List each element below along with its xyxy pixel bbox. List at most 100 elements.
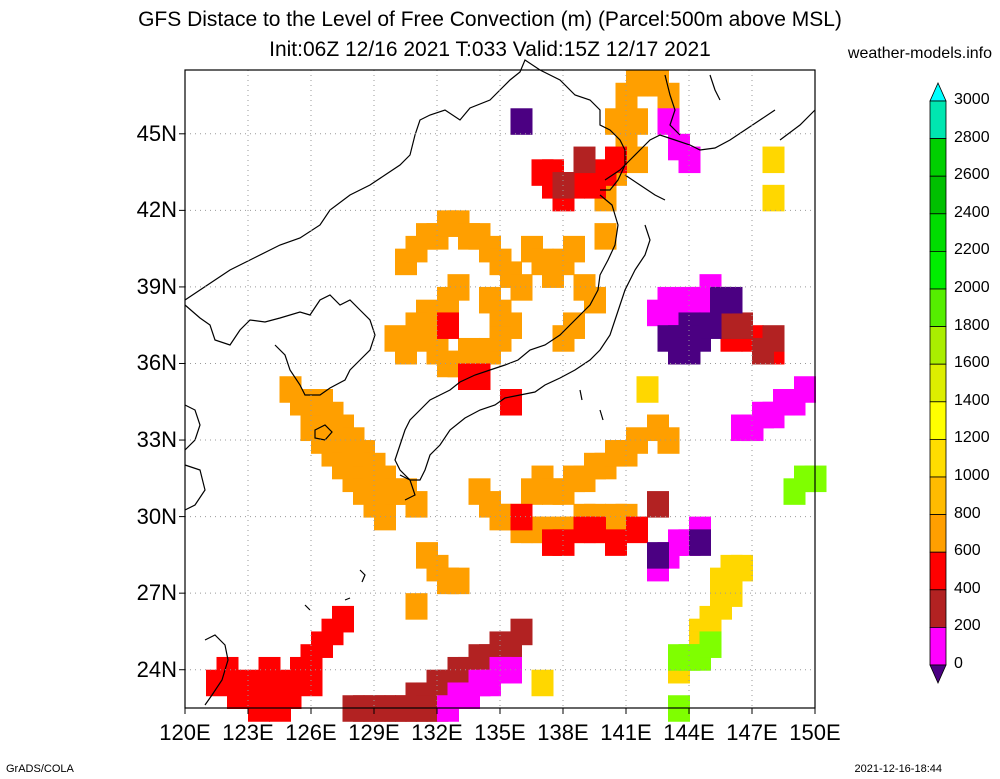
field-cell bbox=[762, 146, 785, 174]
field-cell bbox=[384, 478, 407, 505]
colorbar-bottom-arrow bbox=[929, 664, 947, 684]
lat-label: 45N bbox=[136, 120, 177, 146]
colorbar-swatch bbox=[929, 138, 947, 177]
colorbar-swatch bbox=[929, 476, 947, 515]
field-cell bbox=[636, 376, 659, 403]
lon-label: 123E bbox=[222, 720, 274, 745]
field-cell bbox=[531, 669, 554, 697]
colorbar-top-arrow bbox=[929, 82, 947, 102]
colorbar-swatch bbox=[929, 175, 947, 215]
footer-timestamp: 2021-12-16-18:44 bbox=[854, 763, 942, 775]
colorbar-label: 2400 bbox=[954, 203, 990, 221]
graticule bbox=[185, 70, 815, 708]
colorbar-swatch bbox=[929, 363, 947, 403]
colorbar-label: 600 bbox=[954, 542, 981, 560]
lon-label: 129E bbox=[348, 720, 400, 745]
field-cell bbox=[405, 491, 428, 518]
field-region-purple-patches bbox=[510, 108, 743, 569]
field-cell bbox=[762, 184, 785, 212]
field-cell bbox=[552, 325, 575, 352]
colorbar-swatch bbox=[929, 100, 947, 139]
field-cell bbox=[395, 337, 417, 365]
field-cell bbox=[699, 631, 722, 658]
field-cell bbox=[437, 312, 459, 339]
colorbar-label: 1600 bbox=[954, 354, 990, 372]
lat-label: 27N bbox=[136, 580, 177, 606]
field-region-kyushu-southwest bbox=[279, 376, 428, 531]
lon-label: 150E bbox=[789, 720, 841, 745]
lat-label: 30N bbox=[136, 503, 177, 529]
field-cell bbox=[332, 605, 354, 633]
lon-label: 144E bbox=[663, 720, 715, 745]
field-cell bbox=[510, 108, 533, 135]
colorbar-label: 0 bbox=[954, 655, 963, 672]
chart-title: GFS Distace to the Level of Free Convect… bbox=[138, 8, 842, 31]
field-cell bbox=[689, 529, 711, 556]
field-region-ryukyu-yellow-green bbox=[531, 146, 785, 697]
colorbar-label: 200 bbox=[954, 617, 981, 635]
lon-label: 141E bbox=[600, 720, 652, 745]
lon-label: 138E bbox=[537, 720, 589, 745]
field-region-sea-of-japan-ring bbox=[384, 159, 627, 378]
coastlines bbox=[184, 59, 816, 706]
field-cell bbox=[510, 274, 533, 301]
field-cell bbox=[500, 656, 522, 684]
lat-label: 39N bbox=[136, 273, 177, 299]
field-cell bbox=[657, 82, 680, 110]
field-cell bbox=[573, 146, 596, 174]
colorbar-swatch bbox=[929, 514, 947, 553]
field-cell bbox=[447, 567, 470, 595]
colorbar-label: 2000 bbox=[954, 279, 990, 296]
colorbar-label: 800 bbox=[954, 504, 981, 522]
field-cell bbox=[605, 529, 627, 556]
colorbar-label: 2600 bbox=[954, 166, 990, 184]
field-cell bbox=[300, 669, 323, 697]
colorbar-swatch bbox=[929, 627, 947, 666]
field-cell bbox=[626, 70, 648, 97]
field-cell bbox=[678, 337, 701, 365]
colorbar-label: 1000 bbox=[954, 467, 990, 484]
lon-label: 147E bbox=[726, 720, 778, 745]
field-cell bbox=[552, 529, 575, 556]
field-cell bbox=[605, 146, 627, 174]
lon-label: 126E bbox=[285, 720, 337, 745]
colorbar-swatch bbox=[929, 326, 947, 365]
field-cell bbox=[626, 427, 648, 454]
field-cell bbox=[479, 286, 501, 314]
field-cell bbox=[794, 376, 816, 403]
field-cell bbox=[678, 146, 701, 174]
lat-label: 36N bbox=[136, 350, 177, 376]
field-cell bbox=[657, 427, 680, 454]
field-cell bbox=[563, 235, 585, 263]
colorbar-swatch bbox=[929, 401, 947, 440]
colorbar-label: 2200 bbox=[954, 241, 990, 259]
lat-label: 33N bbox=[136, 427, 177, 453]
field-cell bbox=[783, 478, 806, 505]
colorbar-swatch bbox=[929, 213, 947, 252]
field-cell bbox=[626, 516, 648, 544]
field-cell bbox=[447, 274, 470, 301]
field-cell bbox=[468, 363, 491, 390]
colorbar-swatch bbox=[929, 589, 947, 628]
lon-label: 135E bbox=[474, 720, 526, 745]
colorbar-label: 2800 bbox=[954, 128, 990, 146]
field-cell bbox=[626, 108, 648, 135]
colorbar-swatch bbox=[929, 288, 947, 327]
colorbar-swatch bbox=[929, 438, 947, 478]
field-cell bbox=[584, 286, 606, 314]
field-cell bbox=[762, 325, 785, 352]
field-cell bbox=[594, 223, 617, 250]
field-cell bbox=[405, 593, 428, 620]
site-credit: weather-models.info bbox=[847, 45, 992, 62]
field-cell bbox=[510, 618, 533, 646]
field-cell bbox=[227, 682, 249, 709]
lat-label: 42N bbox=[136, 197, 177, 223]
colorbar-label: 1800 bbox=[954, 316, 990, 334]
field-cell bbox=[626, 146, 648, 174]
field-cell bbox=[731, 312, 753, 339]
field-cell bbox=[510, 503, 533, 531]
colorbar-label: 1400 bbox=[954, 391, 990, 409]
colorbar-swatch bbox=[929, 551, 947, 591]
